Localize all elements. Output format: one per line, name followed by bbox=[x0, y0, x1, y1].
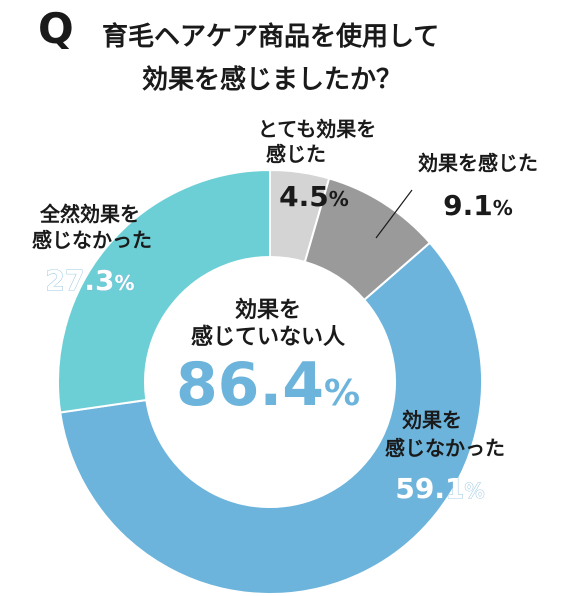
slice-2-label-line-2: 感じなかった bbox=[385, 436, 505, 460]
slice-3-value: 27.3% bbox=[45, 264, 134, 297]
question-marker: Q bbox=[38, 4, 74, 53]
center-label-line-2: 感じていない人 bbox=[191, 324, 345, 350]
slice-2-value: 59.1% bbox=[395, 472, 484, 505]
slice-2-label-line-1: 効果を bbox=[402, 408, 462, 432]
slice-1-label-line-1: 効果を感じた bbox=[418, 151, 538, 175]
center-label-line-1: 効果を bbox=[235, 297, 301, 323]
slice-1-leader-line bbox=[375, 189, 413, 239]
slice-0-label-line-1: とても効果を bbox=[258, 117, 376, 141]
slice-0-label-line-2: 感じた bbox=[266, 142, 326, 166]
slice-2 bbox=[59, 241, 483, 595]
chart-title-line-2: 効果を感じましたか？ bbox=[142, 65, 403, 95]
slice-3 bbox=[57, 168, 271, 414]
slice-3-label-line-1: 全然効果を bbox=[39, 202, 140, 226]
slice-3-label-line-2: 感じなかった bbox=[32, 228, 152, 252]
center-value: 86.4% bbox=[176, 350, 360, 420]
slice-1-value: 9.1% bbox=[443, 189, 513, 222]
slice-0-value: 4.5% bbox=[279, 180, 349, 213]
chart-title-line-1: 育毛ヘアケア商品を使用して bbox=[102, 22, 440, 52]
